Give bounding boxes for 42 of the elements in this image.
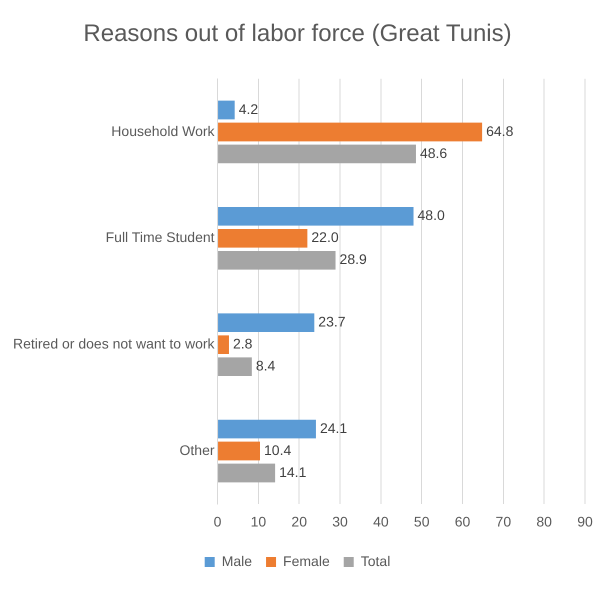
data-label: 14.1 — [279, 464, 307, 480]
data-label: 10.4 — [264, 442, 292, 458]
legend-label: Male — [222, 552, 252, 569]
x-tick-label: 80 — [536, 513, 552, 530]
data-label: 4.2 — [238, 100, 258, 117]
x-tick-label: 20 — [291, 513, 308, 530]
bar — [218, 144, 416, 164]
bar — [218, 122, 482, 142]
data-label: 22.0 — [311, 229, 339, 246]
y-tick-label: Other — [180, 442, 215, 458]
bar — [218, 357, 252, 376]
bar — [218, 335, 229, 354]
data-label: 48.6 — [420, 144, 448, 161]
x-tick-label: 70 — [496, 513, 512, 530]
bar — [218, 464, 276, 482]
bar — [218, 228, 308, 248]
y-tick-label: Retired or does not want to work — [12, 336, 216, 352]
y-tick-label: Household Work — [111, 122, 216, 139]
data-label: 28.9 — [340, 251, 367, 268]
x-tick-label: 90 — [577, 513, 593, 530]
data-label: 64.8 — [486, 122, 514, 139]
x-tick-label: 50 — [414, 513, 430, 530]
y-tick-label: Full Time Student — [106, 229, 215, 246]
bar — [218, 313, 314, 332]
chart-title: Reasons out of labor force (Great Tunis) — [83, 20, 512, 48]
legend-label: Female — [283, 552, 330, 569]
bar — [218, 100, 235, 120]
bar — [218, 442, 260, 460]
data-label: 8.4 — [256, 358, 276, 374]
data-label: 23.7 — [318, 314, 346, 330]
data-label: 24.1 — [320, 420, 348, 436]
x-tick-label: 10 — [250, 513, 266, 530]
bar — [218, 420, 316, 438]
x-tick-label: 30 — [332, 513, 348, 530]
bar — [218, 250, 336, 270]
x-tick-label: 0 — [214, 513, 222, 530]
legend-label: Total — [360, 552, 390, 569]
data-label: 48.0 — [418, 207, 445, 224]
x-tick-label: 60 — [454, 513, 471, 530]
bar — [218, 207, 414, 226]
x-tick-label: 40 — [373, 513, 389, 530]
data-label: 2.8 — [232, 336, 253, 352]
